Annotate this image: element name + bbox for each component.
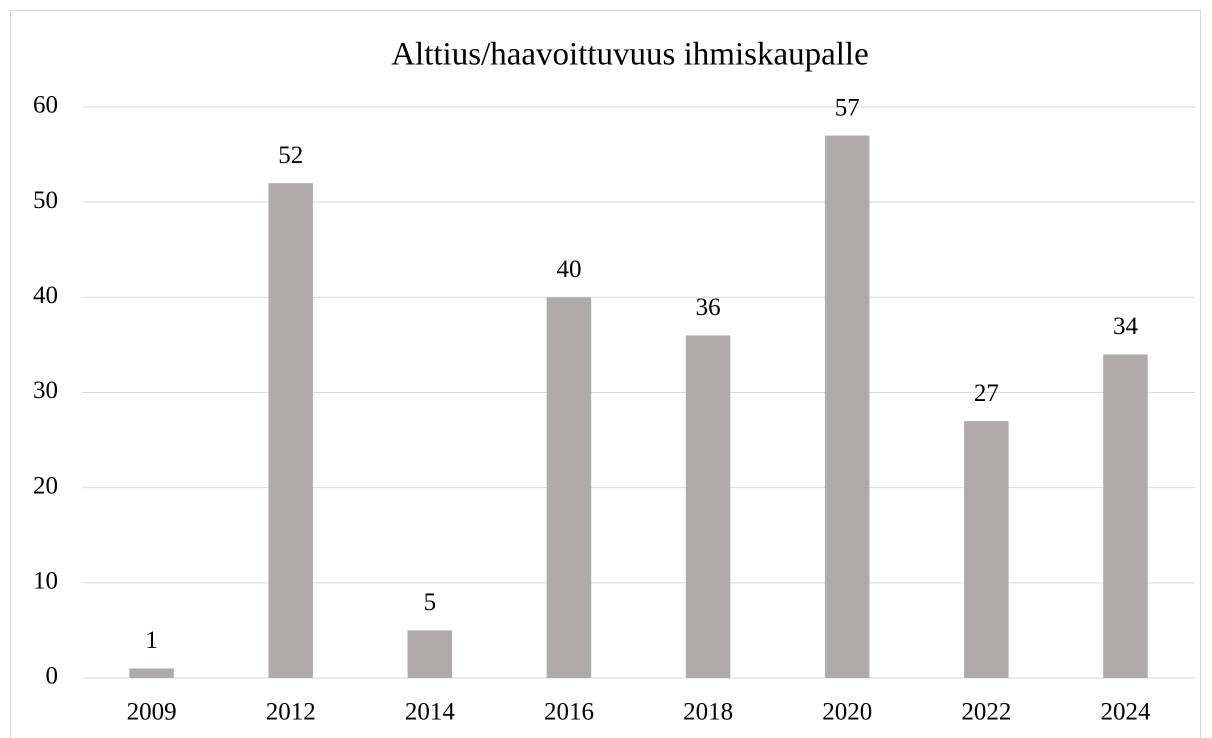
y-tick-label: 0 xyxy=(46,663,59,690)
y-tick-label: 20 xyxy=(33,472,58,499)
data-label: 5 xyxy=(424,589,437,616)
x-tick-label: 2020 xyxy=(822,699,872,726)
x-tick-label: 2022 xyxy=(961,699,1011,726)
data-label: 52 xyxy=(278,142,303,169)
bar xyxy=(964,421,1009,678)
bar xyxy=(407,630,453,678)
bar xyxy=(685,335,731,678)
data-label: 40 xyxy=(556,256,581,283)
x-tick-label: 2018 xyxy=(683,699,733,726)
bar xyxy=(546,297,592,678)
chart-frame xyxy=(10,10,1201,738)
x-tick-label: 2014 xyxy=(405,699,456,726)
x-tick-label: 2016 xyxy=(544,699,594,726)
y-tick-label: 60 xyxy=(33,92,58,119)
y-tick-label: 50 xyxy=(33,187,58,214)
data-label: 34 xyxy=(1113,313,1139,340)
bar xyxy=(824,135,870,679)
bar xyxy=(268,183,313,678)
x-tick-label: 2012 xyxy=(266,699,316,726)
y-tick-label: 40 xyxy=(33,282,58,309)
bar xyxy=(1103,354,1148,678)
y-tick-label: 30 xyxy=(33,377,58,404)
data-label: 57 xyxy=(835,94,860,121)
y-tick-label: 10 xyxy=(33,568,58,595)
chart-title: Alttius/haavoittuvuus ihmiskaupalle xyxy=(391,37,869,73)
data-label: 1 xyxy=(145,627,158,654)
bar xyxy=(129,668,174,678)
data-label: 36 xyxy=(696,294,721,321)
x-tick-label: 2024 xyxy=(1100,699,1151,726)
data-label: 27 xyxy=(974,380,999,407)
x-tick-label: 2009 xyxy=(127,699,177,726)
